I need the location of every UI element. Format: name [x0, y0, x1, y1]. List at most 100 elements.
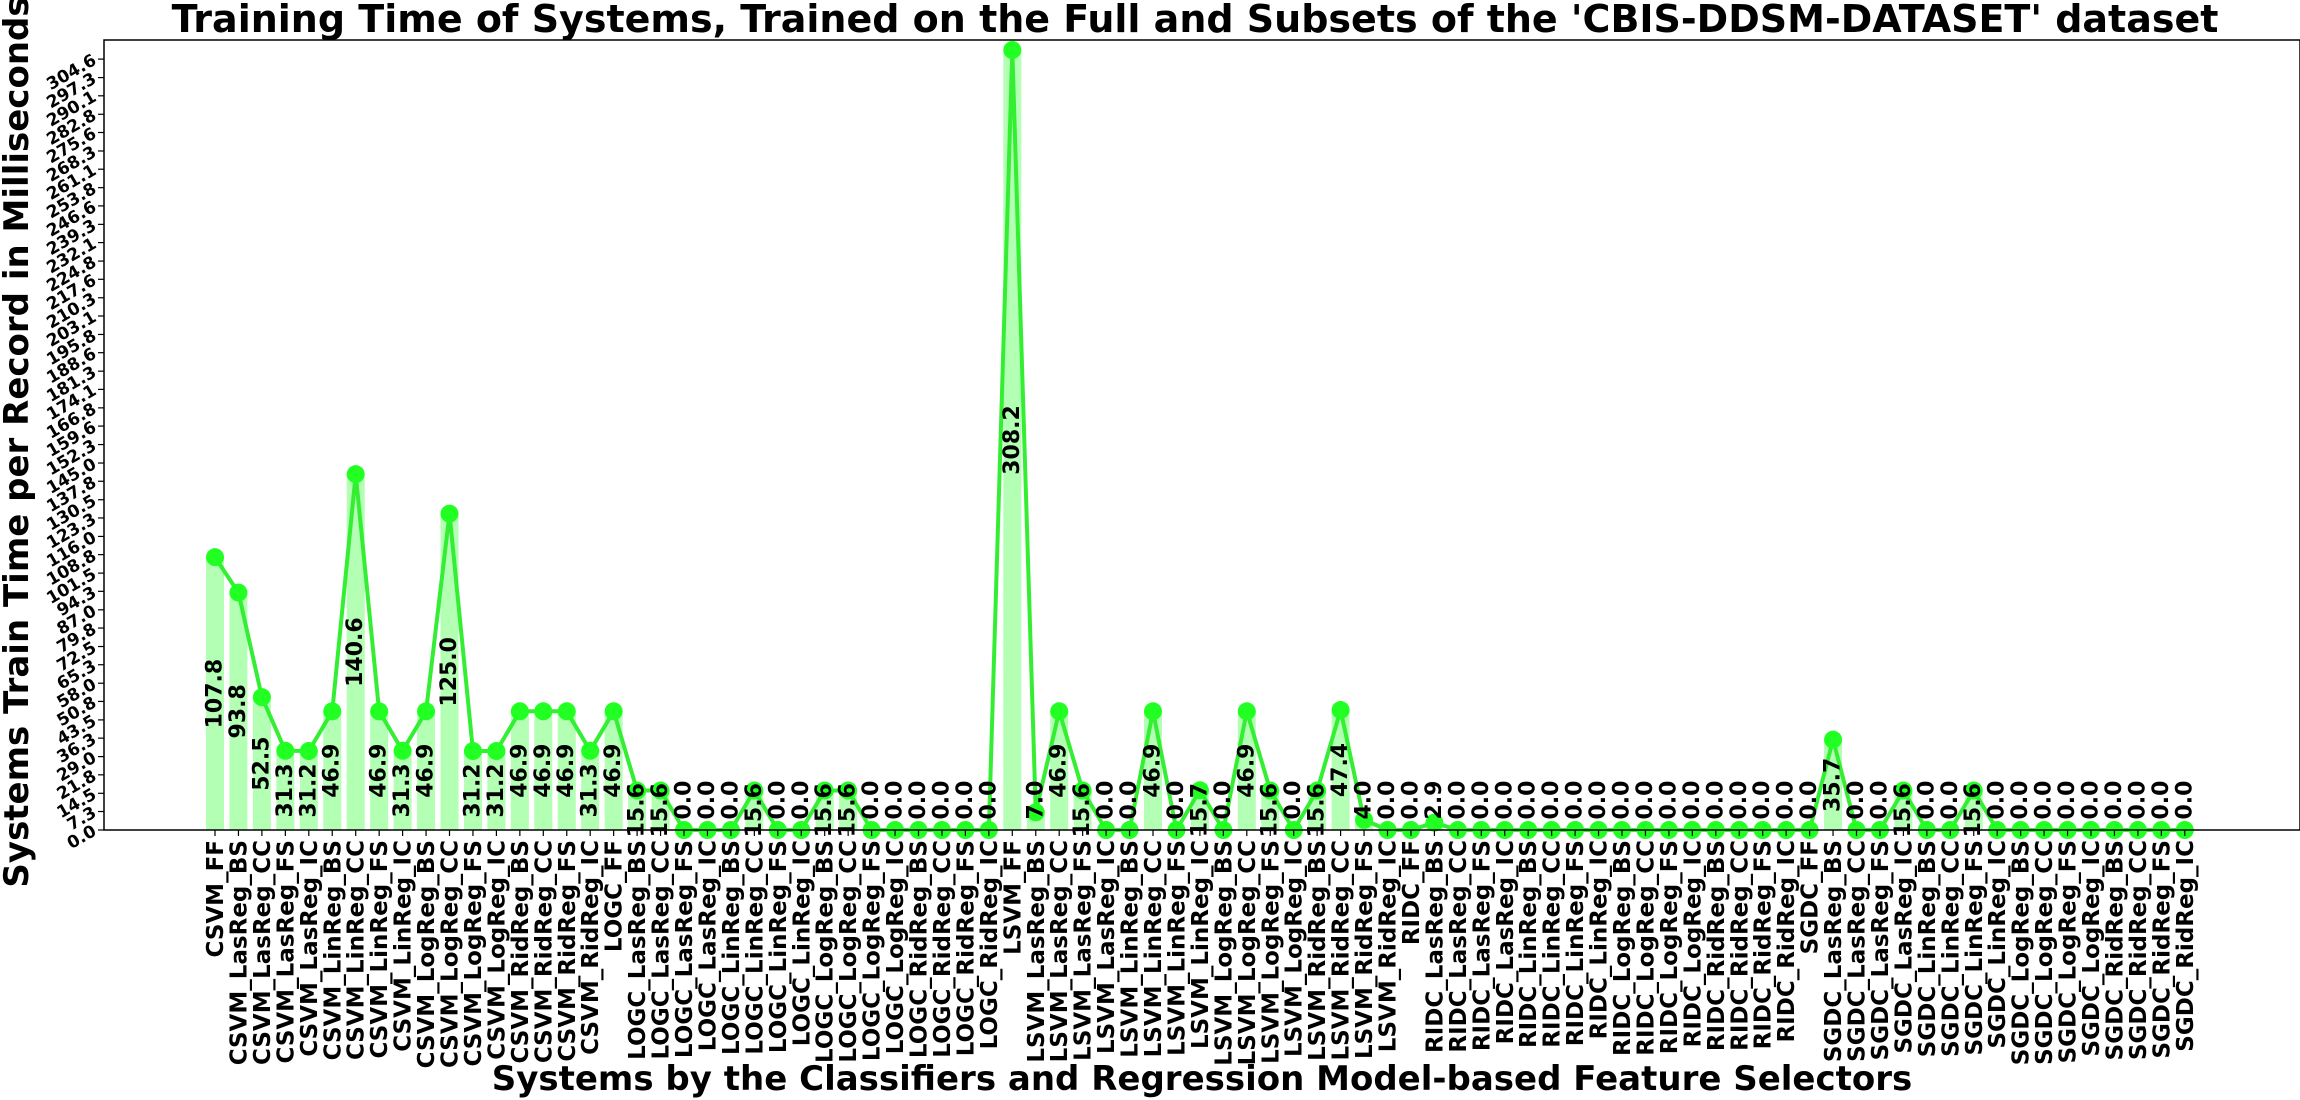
xtick-label: RIDC_LogReg_CC	[1633, 840, 1659, 1056]
bar-CSVM_RidReg_CC	[534, 711, 553, 830]
xtick-label: LSVM_RidReg_FS	[1352, 840, 1378, 1059]
data-label-CSVM_LasReg_CC: 52.5	[249, 736, 274, 790]
xtick-label: LSVM_LinReg_IC	[1188, 840, 1214, 1049]
data-label-RIDC_LogReg_IC: 0.0	[1680, 781, 1705, 820]
xtick-label: LSVM_LasReg_IC	[1094, 840, 1120, 1054]
xtick-label: CSVM_LasReg_CC	[250, 840, 276, 1065]
bar-CSVM_LogReg_IC	[487, 751, 506, 830]
xtick-label: LOGC_FF	[602, 840, 628, 952]
xtick-label: CSVM_LinReg_CC	[344, 840, 370, 1060]
data-label-LOGC_LinReg_BS: 0.0	[718, 781, 743, 820]
xtick-label: LSVM_LogReg_BS	[1211, 840, 1237, 1066]
point-CSVM_RidReg_FS	[557, 702, 576, 721]
xtick-label: SGDC_LogReg_CC	[2032, 840, 2058, 1065]
xtick-label: SGDC_RidReg_FS	[2149, 840, 2175, 1059]
point-LSVM_LasReg_FS	[1073, 781, 1092, 800]
data-label-LSVM_RidReg_CC: 47.4	[1328, 743, 1353, 797]
point-CSVM_LogReg_FS	[463, 742, 482, 761]
xtick-label: RIDC_RidReg_IC	[1774, 840, 1800, 1043]
data-label-SGDC_LinReg_FS: 15.6	[1961, 783, 1986, 837]
xtick-label: LOGC_RidReg_FS	[953, 840, 979, 1056]
xtick-label: LOGC_LogReg_IC	[883, 840, 909, 1054]
xtick-label: LSVM_LasReg_FS	[1071, 840, 1097, 1061]
xtick-label: LOGC_LinReg_FS	[766, 840, 792, 1053]
data-label-LOGC_FF: 46.9	[601, 744, 626, 798]
point-LSVM_RidReg_BS	[1308, 781, 1327, 800]
data-label-CSVM_LinReg_BS: 46.9	[320, 744, 345, 798]
xtick-label: RIDC_LasReg_IC	[1493, 840, 1519, 1044]
bar-CSVM_LinReg_FS	[370, 711, 389, 830]
point-CSVM_LinReg_CC	[346, 465, 365, 484]
xtick-label: LSVM_RidReg_CC	[1329, 840, 1355, 1061]
xtick-label: LOGC_LogReg_BS	[813, 840, 839, 1063]
point-CSVM_LasReg_FS	[276, 741, 295, 760]
xtick-label: LOGC_RidReg_BS	[907, 840, 933, 1058]
data-label-SGDC_LogReg_IC: 0.0	[2079, 781, 2104, 820]
bar-CSVM_LinReg_CC	[346, 474, 365, 830]
point-LOGC_LogReg_BS	[815, 781, 834, 800]
data-label-SGDC_RidReg_BS: 0.0	[2102, 781, 2127, 820]
plot-frame	[103, 39, 2300, 831]
xtick-label: LOGC_LasReg_BS	[625, 840, 651, 1060]
point-CSVM_RidReg_BS	[510, 702, 529, 721]
xtick-label: CSVM_LinReg_FS	[367, 840, 393, 1059]
xtick-label: SGDC_FF	[1798, 840, 1824, 954]
xtick-label: LOGC_RidReg_CC	[930, 840, 956, 1058]
point-CSVM_LogReg_BS	[417, 702, 436, 721]
xtick-label: LOGC_LinReg_CC	[742, 840, 768, 1055]
xtick-label: RIDC_LinReg_IC	[1587, 840, 1613, 1039]
data-label-SGDC_RidReg_FS: 0.0	[2149, 781, 2174, 820]
y-axis-ticks: 0.07.314.521.829.036.343.550.858.065.372…	[43, 50, 104, 854]
xtick-label: LSVM_LogReg_IC	[1282, 840, 1308, 1057]
point-CSVM_LogReg_CC	[440, 504, 459, 523]
xtick-label: CSVM_LogReg_FS	[461, 840, 487, 1067]
data-label-LOGC_LogReg_CC: 15.6	[836, 783, 861, 837]
xtick-label: LOGC_LogReg_CC	[836, 840, 862, 1063]
point-CSVM_LasReg_IC	[299, 742, 318, 761]
data-label-LOGC_LasReg_FS: 0.0	[672, 781, 697, 820]
data-label-CSVM_LasReg_FS: 31.3	[273, 763, 298, 817]
xtick-label: SGDC_LogReg_FS	[2056, 840, 2082, 1063]
xtick-label: SGDC_LinReg_FS	[1962, 840, 1988, 1055]
plot-area	[206, 41, 2194, 839]
bar-CSVM_LogReg_BS	[417, 711, 436, 830]
xtick-label: LOGC_LinReg_IC	[789, 840, 815, 1046]
xtick-label: RIDC_LasReg_CC	[1446, 840, 1472, 1053]
point-SGDC_LasReg_BS	[1824, 730, 1843, 749]
data-label-RIDC_LinReg_CC: 0.0	[1539, 781, 1564, 820]
data-label-LSVM_LogReg_CC: 46.9	[1234, 744, 1259, 798]
bar-CSVM_LogReg_FS	[463, 751, 482, 830]
data-label-RIDC_RidReg_IC: 0.0	[1774, 781, 1799, 820]
data-label-LSVM_RidReg_IC: 0.0	[1375, 781, 1400, 820]
data-label-RIDC_LasReg_CC: 0.0	[1445, 781, 1470, 820]
data-label-RIDC_LasReg_IC: 0.0	[1492, 781, 1517, 820]
point-CSVM_LasReg_BS	[229, 583, 248, 602]
xtick-label: LSVM_RidReg_IC	[1376, 840, 1402, 1052]
x-axis-ticks: CSVM_FFCSVM_LasReg_BSCSVM_LasReg_CCCSVM_…	[203, 830, 2199, 1068]
chart-title: Training Time of Systems, Trained on the…	[172, 0, 2219, 41]
xtick-label: RIDC_LogReg_IC	[1680, 840, 1706, 1047]
xtick-label: RIDC_RidReg_FS	[1751, 840, 1777, 1049]
data-label-LOGC_LogReg_BS: 15.6	[812, 783, 837, 837]
point-SGDC_LasReg_IC	[1894, 781, 1913, 800]
point-LSVM_LinReg_CC	[1144, 702, 1162, 721]
xtick-label: SGDC_LasReg_BS	[1821, 840, 1847, 1062]
xtick-label: SGDC_LasReg_IC	[1891, 840, 1917, 1054]
data-label-LOGC_LinReg_IC: 0.0	[789, 781, 814, 820]
data-label-CSVM_LasReg_BS: 93.8	[226, 684, 251, 738]
data-label-LOGC_LinReg_CC: 15.6	[742, 783, 767, 837]
point-CSVM_FF	[206, 548, 224, 567]
data-label-CSVM_LinReg_CC: 140.6	[343, 617, 368, 687]
xtick-label: CSVM_RidReg_IC	[578, 840, 604, 1055]
data-label-LOGC_LogReg_FS: 0.0	[859, 781, 884, 820]
data-label-LOGC_LinReg_FS: 0.0	[765, 781, 790, 820]
xtick-label: LSVM_LogReg_CC	[1235, 840, 1261, 1065]
xtick-label: RIDC_LasReg_BS	[1422, 840, 1448, 1053]
point-RIDC_LasReg_BS	[1425, 813, 1444, 832]
xtick-label: CSVM_LasReg_IC	[297, 840, 323, 1057]
data-label-LOGC_LasReg_BS: 15.6	[625, 783, 650, 837]
data-label-RIDC_LasReg_BS: 2.9	[1422, 781, 1447, 820]
point-LSVM_LasReg_BS	[1026, 803, 1045, 822]
data-label-SGDC_FF: 0.0	[1797, 781, 1822, 820]
